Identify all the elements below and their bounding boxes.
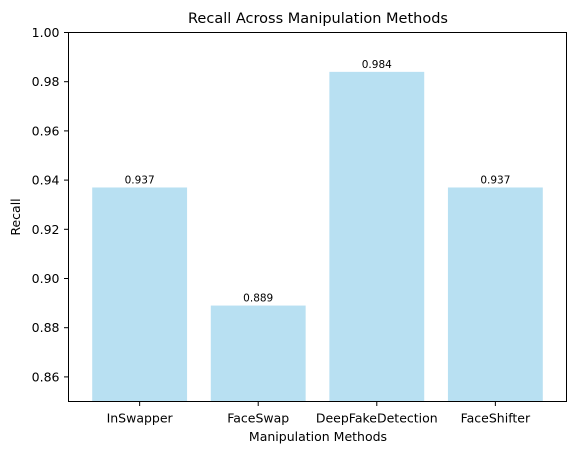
plot-frame [68,32,567,402]
y-tick-label: 0.98 [32,74,60,89]
y-tick-label: 0.88 [32,320,60,335]
x-tick-label-inswapper: InSwapper [107,411,174,426]
bar-faceshifter [447,187,543,402]
y-tick-label: 1.00 [32,25,60,40]
y-tick-label: 0.96 [32,123,60,138]
chart-title: Recall Across Manipulation Methods [188,11,448,27]
value-label-faceshifter: 0.937 [480,174,510,186]
x-tick-label-faceswap: FaceSwap [227,411,289,426]
y-tick-label: 0.94 [32,173,60,188]
x-tick-label-deepfakedetection: DeepFakeDetection [316,411,438,426]
y-axis: 0.86 0.88 0.90 0.92 0.94 0.96 0.98 1.00 [32,25,69,384]
x-axis: InSwapper FaceSwap DeepFakeDetection FaceSh… [107,401,531,426]
x-axis-label: Manipulation Methods [249,429,387,444]
value-label-faceswap: 0.889 [243,293,273,305]
value-labels-layer: 0.937 0.889 0.984 0.937 [125,59,511,305]
bars-layer [92,71,543,402]
value-label-inswapper: 0.937 [125,174,155,186]
bar-faceswap [210,305,306,402]
value-label-deepfakedetection: 0.984 [362,59,392,71]
y-tick-label: 0.90 [32,271,60,286]
y-tick-label: 0.92 [32,222,60,237]
y-tick-label: 0.86 [32,369,60,384]
x-tick-label-faceshifter: FaceShifter [461,411,531,426]
bar-deepfakedetection [329,71,425,402]
y-axis-label: Recall [8,198,23,235]
bar-inswapper [92,187,188,402]
